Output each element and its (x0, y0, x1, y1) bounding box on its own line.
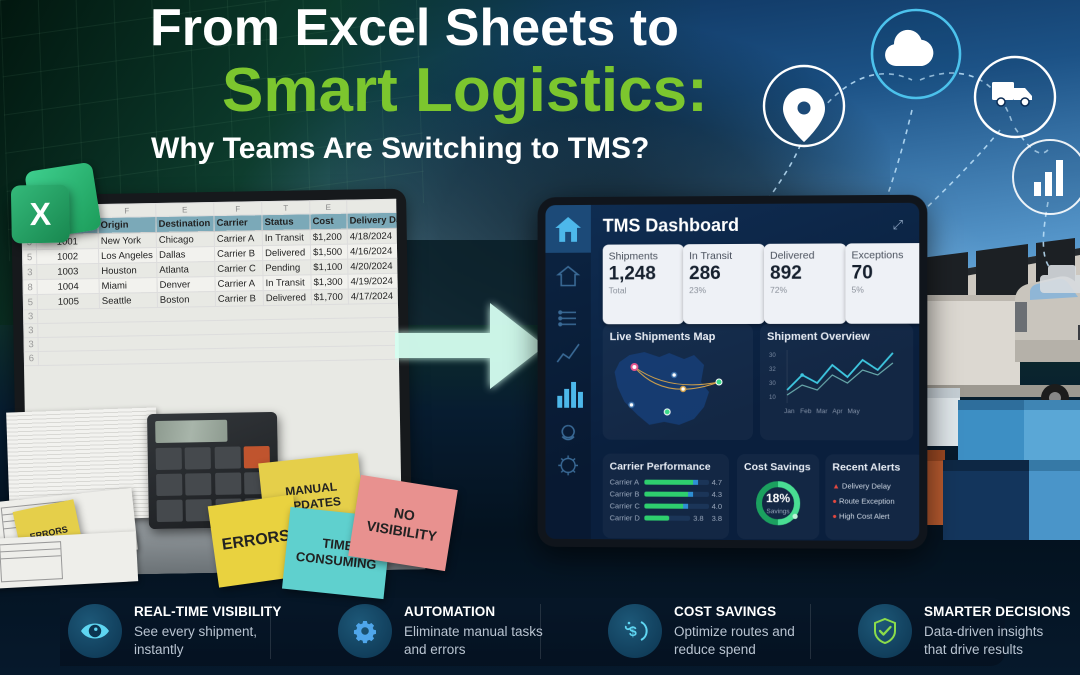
svg-text:32: 32 (769, 367, 776, 373)
svg-text:Jan: Jan (784, 408, 795, 415)
svg-text:30: 30 (769, 353, 776, 359)
svg-text:May: May (847, 408, 860, 415)
svg-text:30: 30 (769, 381, 776, 387)
svg-text:Apr: Apr (832, 408, 843, 415)
svg-text:18%: 18% (766, 491, 790, 505)
svg-text:Feb: Feb (800, 408, 812, 415)
svg-text:Savings: Savings (766, 508, 789, 515)
svg-text:$: $ (629, 623, 637, 639)
svg-text:Mar: Mar (816, 408, 828, 415)
svg-text:10: 10 (769, 395, 776, 401)
